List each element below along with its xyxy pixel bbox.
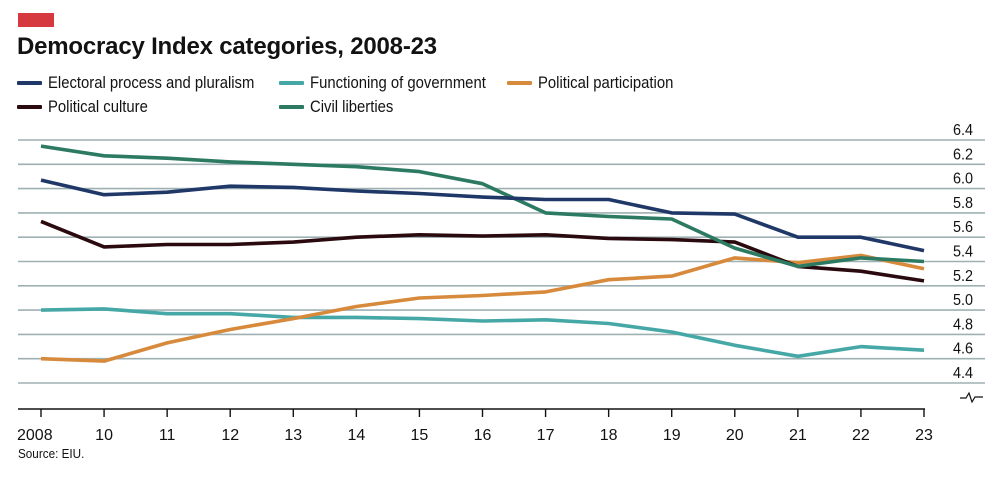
x-tick-label: 17 [537,427,555,444]
x-tick-label: 12 [221,427,239,444]
legend-label: Political participation [538,73,674,92]
y-tick-label: 4.4 [953,364,974,382]
legend-swatch-participation [507,81,532,85]
legend-item-participation: Political participation [507,72,688,94]
axis-break-icon [960,391,983,404]
x-tick-label: 11 [159,427,176,444]
y-tick-label: 5.2 [953,267,973,285]
y-tick-label: 5.4 [953,243,974,261]
x-tick-label: 19 [663,427,681,444]
source-note: Source: EIU. [18,446,85,461]
y-tick-label: 5.0 [953,291,973,309]
brand-tag [18,13,54,27]
x-tick-label: 20 [726,427,744,444]
legend-swatch-electoral [17,81,42,85]
y-axis-labels: 6.4 6.2 6.0 5.8 5.6 5.4 5.2 5.0 4.8 4.6 4.4 [953,121,983,404]
y-tick-label: 6.2 [953,146,973,164]
series-line-electoral-process-and-pluralism [40,178,925,253]
x-axis: 2008 10 11 12 13 14 15 16 17 18 19 20 21 22 23 [17,408,933,444]
y-tick-label: 6.4 [953,121,974,139]
legend-label: Civil liberties [310,97,394,116]
x-tick-label: 15 [411,427,429,444]
y-tick-label: 5.6 [953,219,973,237]
legend-item-electoral: Electoral process and pluralism [17,72,277,94]
series-line-functioning-of-government [40,307,925,359]
legend-swatch-civil [279,105,304,109]
x-tick-label: 23 [915,427,933,444]
x-tick-label: 2008 [17,427,53,444]
series-line-civil-liberties [40,144,925,269]
series-line-political-culture [40,219,925,283]
legend-item-civil: Civil liberties [279,96,403,118]
y-tick-label: 5.8 [953,194,973,212]
x-tick-label: 18 [600,427,618,444]
series-lines [40,144,925,363]
x-tick-label: 22 [852,427,870,444]
gridlines [18,139,985,384]
x-tick-label: 10 [95,427,113,444]
y-tick-label: 4.8 [953,316,973,334]
x-tick-label: 21 [789,427,807,444]
legend-item-functioning: Functioning of government [279,72,505,94]
legend-label: Electoral process and pluralism [48,73,255,92]
series-line-political-participation [40,253,925,363]
legend-label: Political culture [48,97,148,116]
chart-title: Democracy Index categories, 2008-23 [17,33,437,60]
legend-swatch-functioning [279,81,304,85]
y-tick-label: 4.6 [953,340,973,358]
x-tick-label: 14 [347,427,365,444]
x-tick-label: 16 [474,427,492,444]
legend-item-culture: Political culture [17,96,159,118]
legend-swatch-culture [17,105,42,109]
legend-label: Functioning of government [310,73,486,92]
x-tick-label: 13 [284,427,302,444]
y-tick-label: 6.0 [953,170,973,188]
